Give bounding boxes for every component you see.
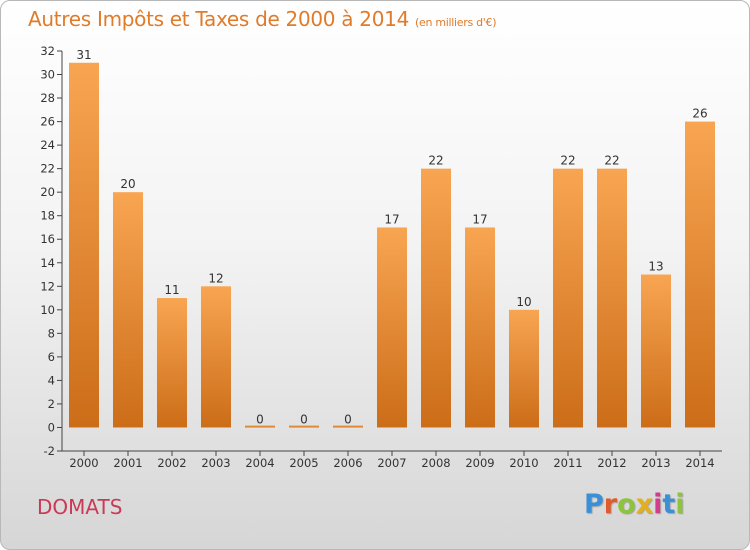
data-label-2011: 22 [560,154,575,168]
bar-2001 [113,192,143,428]
bar-2008 [421,168,451,428]
bar-2007 [377,227,407,428]
bar-2000 [69,62,99,428]
y-tick-label: 4 [48,373,55,387]
logo-letter: P [584,489,604,520]
chart-unit-label: (en milliers d'€) [415,16,497,29]
y-tick-label: 26 [40,115,55,129]
bar-2003 [201,286,231,428]
data-label-2002: 11 [164,283,179,297]
x-tick-label: 2010 [509,456,538,470]
logo-letter: r [603,489,618,520]
bar-2009 [465,227,495,428]
bar-2010 [509,309,539,428]
x-tick-label: 2004 [245,456,274,470]
y-tick-label: 32 [40,44,55,58]
y-tick-label: -2 [44,444,55,458]
x-tick-label: 2011 [553,456,582,470]
x-tick-label: 2007 [377,456,406,470]
data-label-2012: 22 [604,154,619,168]
x-tick-label: 2008 [421,456,450,470]
logo-letter: i [653,489,663,520]
x-tick-label: 2001 [113,456,142,470]
data-label-2005: 0 [300,412,308,426]
x-tick-label: 2006 [333,456,362,470]
chart-bars [69,62,715,428]
y-tick-label: 28 [40,91,55,105]
x-tick-label: 2000 [69,456,98,470]
y-tick-label: 0 [48,420,55,434]
data-label-2000: 31 [76,48,91,62]
chart-title-text: Autres Impôts et Taxes de 2000 à 2014 [28,7,409,31]
bar-2002 [157,298,187,428]
y-tick-label: 8 [48,326,55,340]
bar-2006 [333,425,363,428]
commune-name: DOMATS [37,495,123,519]
logo-letter: o [617,489,636,520]
y-tick-label: 30 [40,68,55,82]
bar-2005 [289,425,319,428]
x-tick-label: 2009 [465,456,494,470]
bar-2013 [641,274,671,428]
proxiti-logo: Proxiti [584,489,685,520]
y-tick-label: 10 [40,303,55,317]
y-tick-label: 22 [40,162,55,176]
y-tick-label: 2 [48,397,55,411]
logo-letter: i [675,489,685,520]
logo-letter: x [635,489,654,520]
data-label-2010: 10 [516,295,531,309]
y-tick-label: 12 [40,279,55,293]
chart-data-labels: 31 20 11 12 0 0 0 17 22 17 10 22 22 13 26 [76,48,707,427]
bar-2014 [685,121,715,428]
bar-2011 [553,168,583,428]
y-tick-label: 24 [40,138,55,152]
y-tick-label: 20 [40,185,55,199]
x-tick-label: 2013 [641,456,670,470]
x-tick-label: 2014 [685,456,714,470]
data-label-2008: 22 [428,154,443,168]
data-label-2014: 26 [692,107,707,121]
data-label-2007: 17 [384,212,399,226]
data-label-2013: 13 [648,260,663,274]
data-label-2006: 0 [344,412,352,426]
y-tick-label: 18 [40,209,55,223]
x-tick-label: 2003 [201,456,230,470]
y-tick-label: 14 [40,256,55,270]
x-tick-label: 2012 [597,456,626,470]
bar-2004 [245,425,275,428]
chart-title: Autres Impôts et Taxes de 2000 à 2014 (en… [28,7,496,31]
bar-2012 [597,168,627,428]
data-label-2009: 17 [472,212,487,226]
data-label-2001: 20 [120,177,135,191]
y-tick-label: 6 [48,350,55,364]
logo-letter: t [662,489,676,520]
data-label-2004: 0 [256,412,264,426]
y-tick-label: 16 [40,232,55,246]
x-tick-label: 2002 [157,456,186,470]
data-label-2003: 12 [208,271,223,285]
x-tick-label: 2005 [289,456,318,470]
